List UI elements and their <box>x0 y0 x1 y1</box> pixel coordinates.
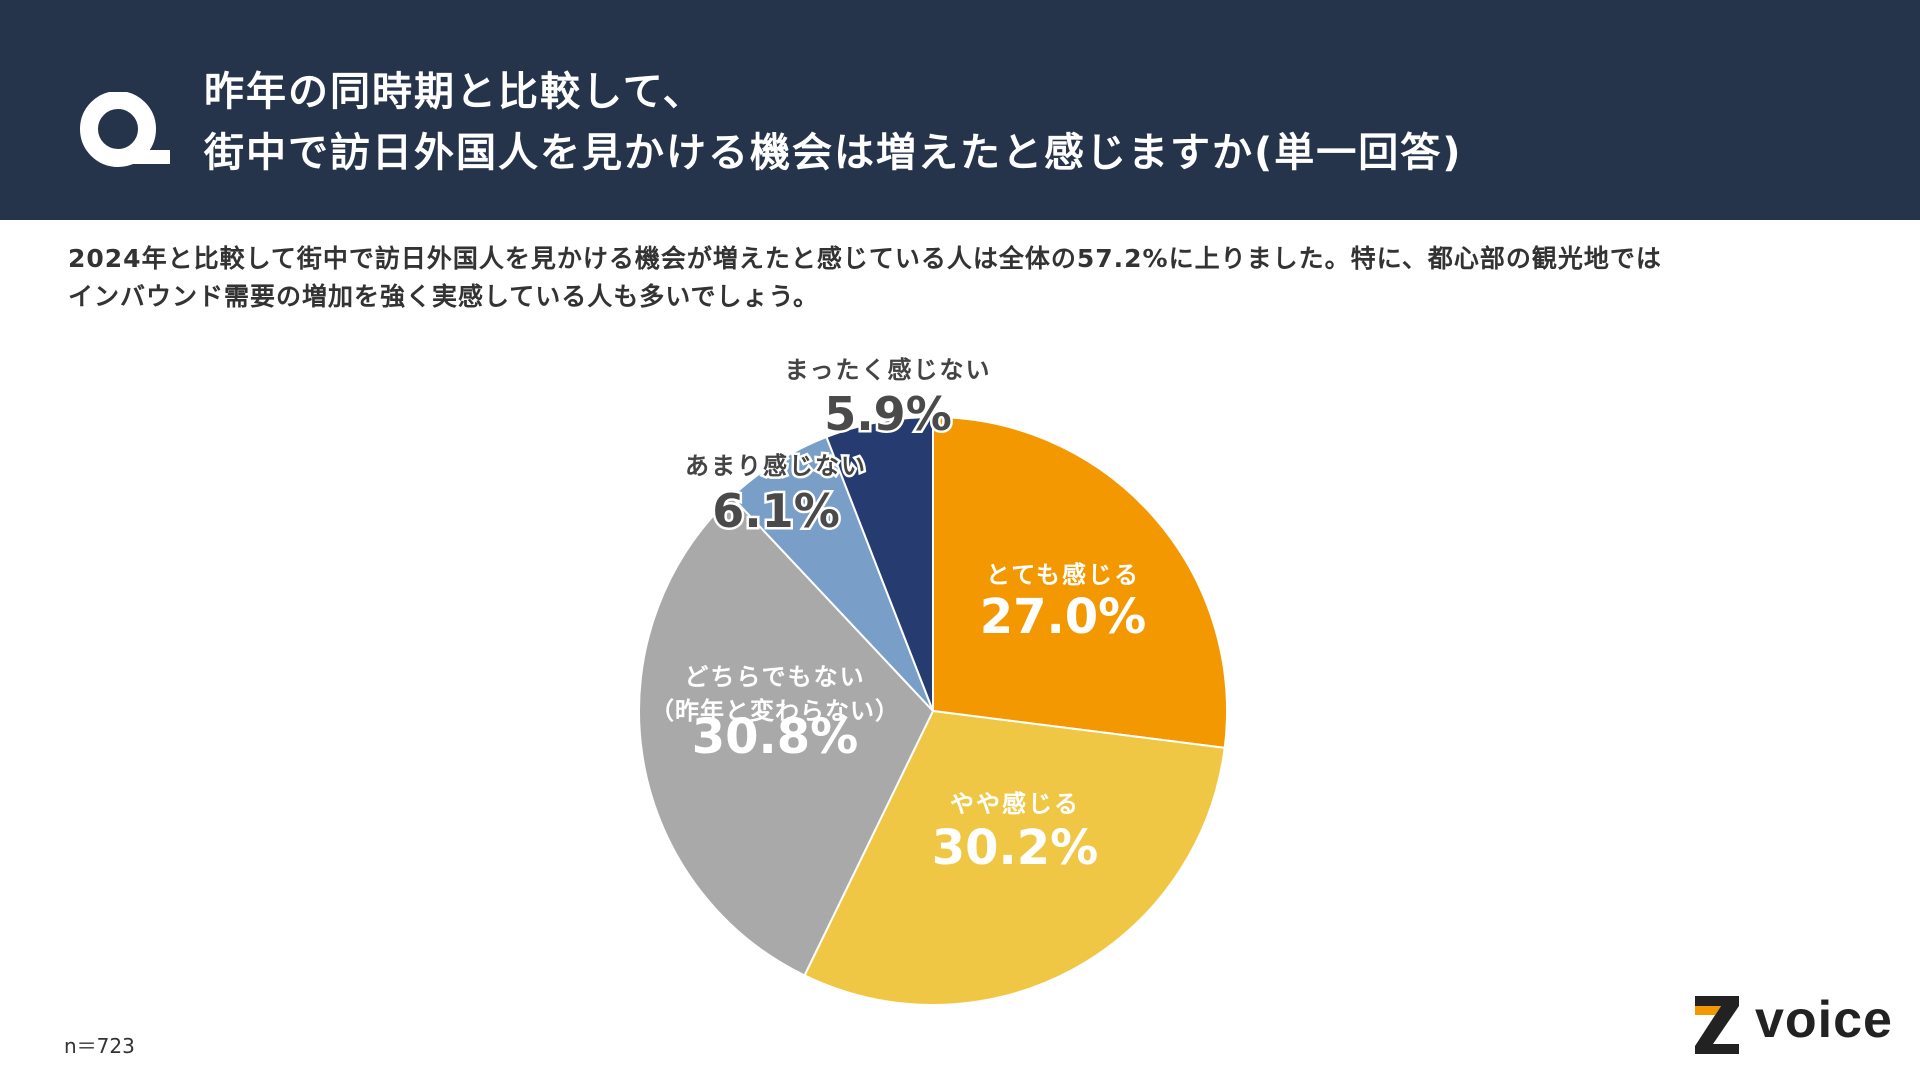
slice-value-label: 30.2% <box>932 820 1099 876</box>
page-title-line1: 昨年の同時期と比較して、 <box>204 69 705 115</box>
header-bar: 昨年の同時期と比較して、 街中で訪日外国人を見かける機会は増えたと感じますか(単… <box>0 0 1920 220</box>
slice-category-label: とても感じる <box>986 561 1140 589</box>
description-text: 2024年と比較して街中で訪日外国人を見かける機会が増えたと感じている人は全体の… <box>68 240 1868 316</box>
slice-value-label: 5.9% <box>824 387 952 441</box>
slice-category-sublabel: （昨年と変わらない） <box>650 697 900 725</box>
brand-logo: voice <box>1695 991 1905 1060</box>
page-title-line2: 街中で訪日外国人を見かける機会は増えたと感じますか(単一回答) <box>204 130 1463 176</box>
sample-size-note: n＝723 <box>64 1034 135 1058</box>
description-line2: インバウンド需要の増加を強く実感している人も多いでしょう。 <box>68 282 820 311</box>
pie-slice <box>932 415 1228 749</box>
z-logo-icon <box>1695 996 1739 1054</box>
slice-category-label: どちらでもない <box>684 663 865 691</box>
slice-value-label: 27.0% <box>980 589 1147 645</box>
slice-value-label: 30.8% <box>692 709 859 765</box>
pie-slice <box>825 415 934 712</box>
pie-slice <box>803 709 1226 1006</box>
slice-value-label: 6.1% <box>712 484 840 538</box>
q-icon <box>80 92 170 167</box>
description-line1: 2024年と比較して街中で訪日外国人を見かける機会が増えたと感じている人は全体の… <box>68 244 1662 273</box>
slice-category-label: あまり感じない <box>685 452 867 480</box>
slice-category-label: やや感じる <box>950 790 1080 818</box>
slice-label-group: まったく感じない 5.9% <box>782 354 992 444</box>
slice-label-group: どちらでもない （昨年と変わらない）30.8% <box>650 663 900 765</box>
page-title: 昨年の同時期と比較して、 街中で訪日外国人を見かける機会は増えたと感じますか(単… <box>204 62 1463 184</box>
logo-text: voice <box>1755 991 1893 1049</box>
pie-slice <box>638 495 935 977</box>
slice-category-label: まったく感じない <box>784 356 991 384</box>
slice-label-group: あまり感じない 6.1% <box>683 450 868 541</box>
